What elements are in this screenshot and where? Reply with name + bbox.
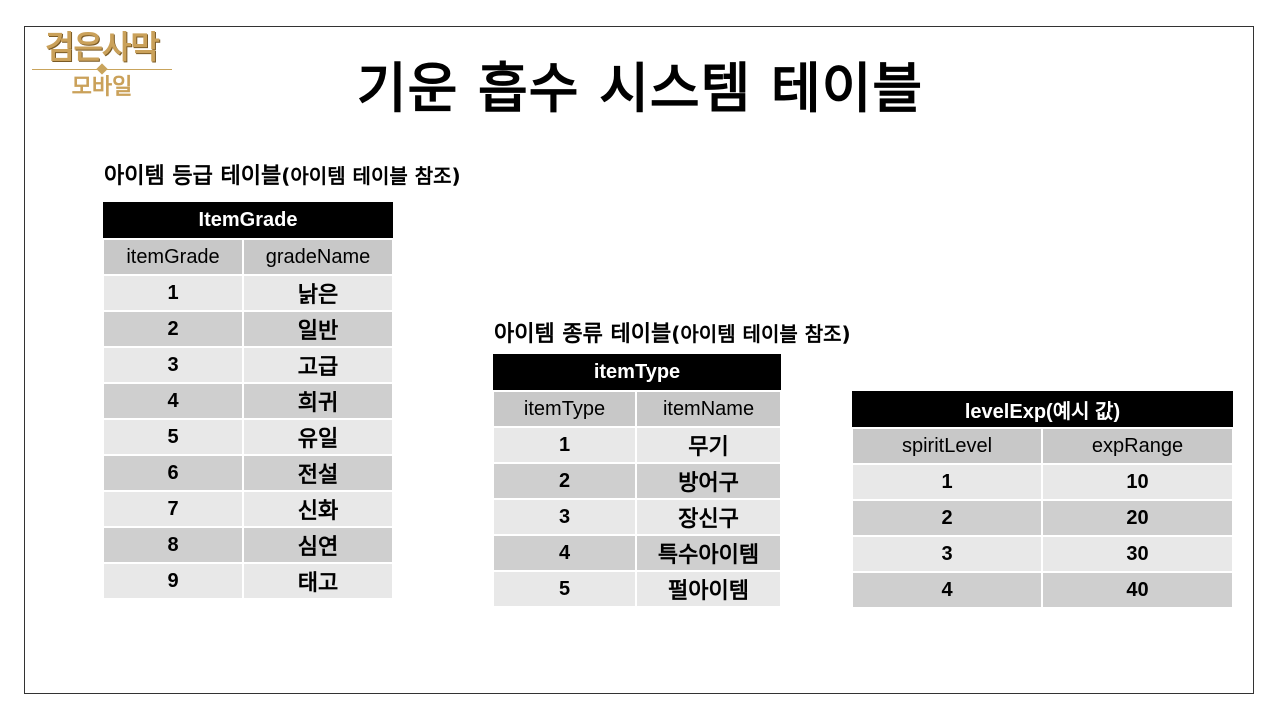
item-grade-header-name: gradeName [242, 238, 394, 276]
type-name-cell: 장신구 [634, 498, 783, 536]
level-cell: 3 [851, 535, 1043, 573]
type-cell: 3 [492, 498, 637, 536]
level-cell: 1 [851, 463, 1043, 501]
exp-cell: 40 [1041, 571, 1234, 609]
grade-section-label: 아이템 등급 테이블(아이템 테이블 참조) [104, 162, 461, 191]
table-row: 1 무기 [492, 426, 783, 464]
type-name-cell: 특수아이템 [634, 534, 783, 572]
grade-name-cell: 낡은 [242, 274, 394, 312]
item-type-header-type: itemType [492, 390, 637, 428]
item-type-caption: itemType [493, 354, 782, 391]
page-title: 기운 흡수 시스템 테이블 [356, 57, 924, 120]
table-row: 6 전설 [102, 454, 394, 492]
level-exp-table: levelExp(예시 값) spiritLevel expRange 1 10 … [851, 391, 1234, 609]
grade-section-label-text: 아이템 등급 테이블 [104, 164, 282, 189]
table-row: 3 30 [851, 535, 1234, 573]
grade-cell: 3 [102, 346, 244, 384]
table-row: 1 낡은 [102, 274, 394, 312]
level-exp-caption: levelExp(예시 값) [852, 391, 1233, 428]
exp-cell: 30 [1041, 535, 1234, 573]
type-name-cell: 펄아이템 [634, 570, 783, 608]
grade-section-label-paren: (아이템 테이블 참조) [281, 164, 461, 188]
type-cell: 2 [492, 462, 637, 500]
grade-cell: 5 [102, 418, 244, 456]
table-row: 3 고급 [102, 346, 394, 384]
logo-main-text: 검은사막 [45, 28, 160, 66]
table-row: 1 10 [851, 463, 1234, 501]
grade-cell: 4 [102, 382, 244, 420]
table-row: 2 방어구 [492, 462, 783, 500]
grade-name-cell: 심연 [242, 526, 394, 564]
type-name-cell: 방어구 [634, 462, 783, 500]
logo-sub-text: 모바일 [71, 75, 133, 100]
grade-name-cell: 태고 [242, 562, 394, 600]
level-cell: 4 [851, 571, 1043, 609]
type-cell: 5 [492, 570, 637, 608]
table-row: 2 20 [851, 499, 1234, 537]
grade-name-cell: 전설 [242, 454, 394, 492]
item-type-header-name: itemName [634, 390, 783, 428]
type-section-label-text: 아이템 종류 테이블 [494, 322, 672, 347]
type-section-label-paren: (아이템 테이블 참조) [671, 322, 851, 346]
table-row: 5 유일 [102, 418, 394, 456]
table-row: 4 희귀 [102, 382, 394, 420]
game-logo: 검은사막 모바일 [28, 28, 176, 106]
grade-cell: 6 [102, 454, 244, 492]
item-type-table: itemType itemType itemName 1 무기 2 방어구 3 장신구… [492, 354, 783, 608]
table-row: 4 40 [851, 571, 1234, 609]
level-exp-header-range: expRange [1041, 427, 1234, 465]
item-grade-header-grade: itemGrade [102, 238, 244, 276]
table-row: 3 장신구 [492, 498, 783, 536]
type-cell: 1 [492, 426, 637, 464]
grade-cell: 8 [102, 526, 244, 564]
item-grade-caption: ItemGrade [103, 202, 393, 239]
table-row: 9 태고 [102, 562, 394, 600]
exp-cell: 20 [1041, 499, 1234, 537]
type-cell: 4 [492, 534, 637, 572]
type-name-cell: 무기 [634, 426, 783, 464]
grade-cell: 9 [102, 562, 244, 600]
slide-frame [24, 26, 1254, 694]
grade-cell: 7 [102, 490, 244, 528]
level-exp-header-level: spiritLevel [851, 427, 1043, 465]
table-row: 8 심연 [102, 526, 394, 564]
exp-cell: 10 [1041, 463, 1234, 501]
level-cell: 2 [851, 499, 1043, 537]
table-row: 4 특수아이템 [492, 534, 783, 572]
grade-name-cell: 유일 [242, 418, 394, 456]
grade-cell: 2 [102, 310, 244, 348]
grade-cell: 1 [102, 274, 244, 312]
table-row: 2 일반 [102, 310, 394, 348]
table-row: 7 신화 [102, 490, 394, 528]
type-section-label: 아이템 종류 테이블(아이템 테이블 참조) [494, 320, 851, 349]
grade-name-cell: 고급 [242, 346, 394, 384]
grade-name-cell: 일반 [242, 310, 394, 348]
grade-name-cell: 신화 [242, 490, 394, 528]
grade-name-cell: 희귀 [242, 382, 394, 420]
table-row: 5 펄아이템 [492, 570, 783, 608]
